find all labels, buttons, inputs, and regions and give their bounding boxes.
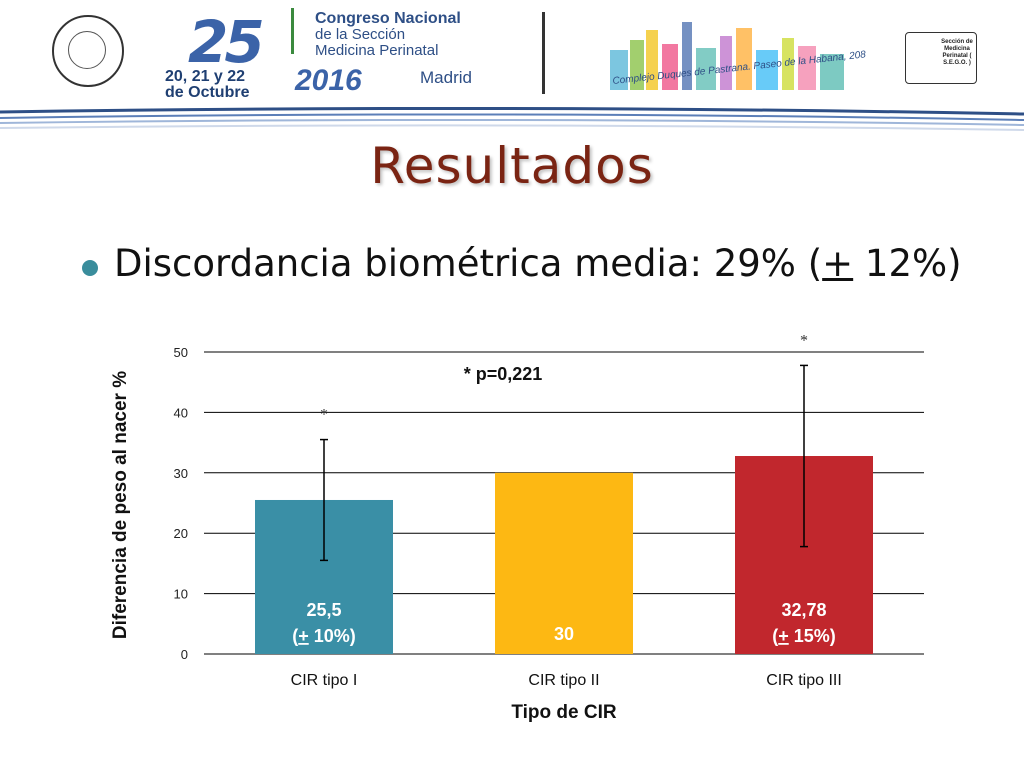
perinatal-section-logo: Sección de Medicina Perinatal ( S.E.G.O.…	[905, 32, 977, 84]
congress-year: 2016	[295, 64, 362, 97]
data-label: 25,5	[306, 600, 341, 620]
congress-name-line-3: Medicina Perinatal	[315, 42, 439, 59]
congress-banner: 25 20, 21 y 22 de Octubre Congreso Nacio…	[0, 0, 1024, 132]
data-label: 30	[554, 624, 574, 644]
significance-mark: *	[800, 332, 808, 349]
dates-line-2: de Octubre	[165, 84, 250, 101]
data-label: (+ 10%)	[292, 626, 356, 646]
data-label: (+ 15%)	[772, 626, 836, 646]
congress-name-line-2: de la Sección	[315, 26, 406, 43]
congress-city: Madrid	[420, 68, 472, 87]
y-axis-title: Diferencia de peso al nacer %	[110, 371, 131, 639]
y-tick-label: 40	[174, 405, 188, 420]
slide-title: Resultados	[370, 137, 654, 195]
x-axis-title: Tipo de CIR	[511, 702, 616, 723]
banner-divider	[291, 8, 294, 54]
y-tick-label: 10	[174, 587, 188, 602]
y-tick-label: 30	[174, 466, 188, 481]
x-tick-label: CIR tipo III	[766, 672, 842, 689]
congress-name-line-1: Congreso Nacional	[315, 10, 461, 27]
significance-mark: *	[320, 407, 328, 424]
bullet-text: Discordancia biométrica media: 29% (+ 12…	[114, 242, 962, 285]
y-tick-label: 0	[181, 647, 188, 662]
dates-line-1: 20, 21 y 22	[165, 68, 246, 85]
bar-chart: 0 10 20 30 40 50 * 25,5 (+ 10%) CIR tipo I 30 CIR t…	[110, 332, 924, 723]
bars	[255, 364, 873, 654]
madrid-skyline-illustration	[610, 22, 844, 90]
data-label: 32,78	[781, 600, 826, 620]
sego-seal-logo	[52, 15, 124, 87]
x-tick-label: CIR tipo I	[291, 672, 358, 689]
bullet-dot-icon	[82, 260, 98, 276]
banner-divider-2	[542, 12, 545, 94]
chart-labels: 0 10 20 30 40 50 * 25,5 (+ 10%) CIR tipo I 30 CIR t…	[110, 332, 842, 723]
y-tick-label: 20	[174, 526, 188, 541]
x-tick-label: CIR tipo II	[528, 672, 599, 689]
y-tick-label: 50	[174, 345, 188, 360]
bar	[495, 472, 633, 654]
anniversary-logo: 25	[188, 8, 265, 76]
banner-stripes	[0, 106, 1024, 131]
p-value-annotation: * p=0,221	[464, 364, 543, 384]
